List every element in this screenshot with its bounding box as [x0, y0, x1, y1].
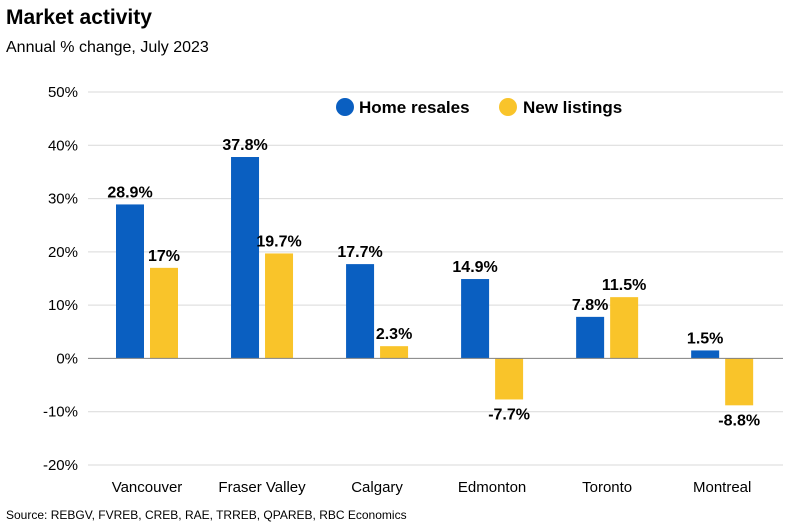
data-label: 19.7% [256, 233, 301, 250]
y-tick-label: 0% [56, 350, 78, 367]
bar-home-resales [691, 350, 720, 359]
data-label: 1.5% [687, 330, 723, 347]
y-tick-label: 30% [48, 191, 78, 208]
y-tick-label: 50% [48, 84, 78, 101]
data-label: 28.9% [107, 184, 152, 201]
data-label: -8.8% [718, 412, 760, 429]
source-note: Source: REBGV, FVREB, CREB, RAE, TRREB, … [6, 508, 407, 522]
y-tick-label: -10% [43, 404, 78, 421]
bar-new-listings [610, 297, 639, 359]
data-label: -7.7% [488, 406, 530, 423]
legend: Home resales New listings [336, 98, 622, 117]
data-label: 17.7% [337, 244, 382, 261]
x-category-label: Toronto [582, 479, 632, 496]
y-tick-label: 20% [48, 244, 78, 261]
x-category-label: Fraser Valley [218, 479, 306, 496]
legend-label-new-listings: New listings [523, 98, 622, 117]
bar-home-resales [461, 279, 490, 359]
data-label: 2.3% [376, 326, 412, 343]
x-category-label: Montreal [693, 479, 751, 496]
data-label: 14.9% [452, 259, 497, 276]
bar-home-resales [116, 204, 144, 359]
x-category-label: Edmonton [458, 479, 526, 496]
data-label: 37.8% [222, 137, 267, 154]
bar-home-resales [576, 316, 605, 359]
bar-chart: -20% -10% 0% 10% 20% 30% 40% 50% Vancouver Fraser… [43, 84, 783, 496]
chart-title: Market activity [6, 6, 152, 29]
y-tick-label: 10% [48, 297, 78, 314]
bar-new-listings [495, 358, 524, 400]
x-category-label: Vancouver [112, 479, 183, 496]
chart-subtitle: Annual % change, July 2023 [6, 39, 209, 56]
data-label: 17% [148, 248, 180, 265]
bar-new-listings [265, 253, 294, 359]
legend-label-home-resales: Home resales [359, 98, 470, 117]
data-label: 11.5% [602, 277, 646, 294]
bar-new-listings [725, 358, 754, 406]
bar-new-listings [380, 346, 409, 359]
bar-new-listings [150, 267, 178, 359]
axes: -20% -10% 0% 10% 20% 30% 40% 50% Vancouver Fraser… [43, 84, 783, 496]
y-tick-label: 40% [48, 137, 78, 154]
data-labels: 28.9% 17% 37.8% 19.7% 17.7% 2.3% 14.9% -7.7% 7.8… [107, 137, 760, 429]
bar-home-resales [231, 157, 260, 359]
bar-home-resales [346, 264, 375, 359]
bars [116, 157, 754, 406]
legend-swatch-home-resales [336, 98, 354, 116]
data-label: 7.8% [572, 297, 608, 314]
x-category-label: Calgary [351, 479, 403, 496]
y-tick-label: -20% [43, 457, 78, 474]
legend-swatch-new-listings [499, 98, 517, 116]
grid-lines [88, 91, 783, 466]
